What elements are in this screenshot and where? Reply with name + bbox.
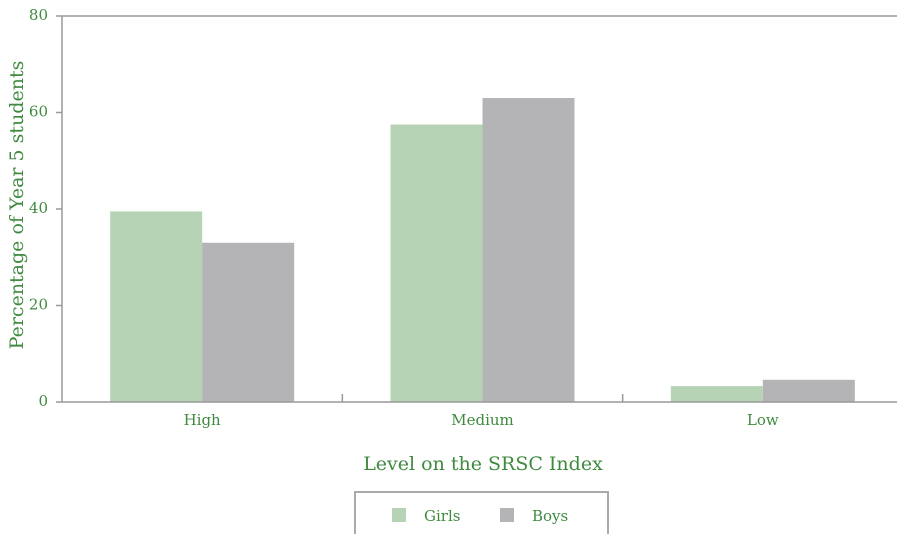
bar xyxy=(390,124,483,402)
y-tick-label: 20 xyxy=(29,296,48,314)
bar xyxy=(110,211,203,402)
bar xyxy=(670,386,763,402)
y-tick-label: 40 xyxy=(29,199,48,217)
x-tick-label: High xyxy=(184,411,221,429)
bar xyxy=(482,98,575,403)
legend-label: Girls xyxy=(424,507,460,525)
y-tick-label: 0 xyxy=(38,392,48,410)
bar xyxy=(202,242,295,402)
y-tick-label: 60 xyxy=(29,103,48,121)
legend-swatch xyxy=(500,508,514,522)
x-axis-title: Level on the SRSC Index xyxy=(363,453,603,475)
x-tick-label: Medium xyxy=(451,411,514,429)
y-tick-label: 80 xyxy=(29,6,48,24)
legend-label: Boys xyxy=(532,507,568,525)
x-tick-label: Low xyxy=(747,411,779,429)
legend-swatch xyxy=(392,508,406,522)
y-axis-title: Percentage of Year 5 students xyxy=(6,61,28,350)
legend-box xyxy=(354,491,609,534)
bar xyxy=(762,379,855,402)
